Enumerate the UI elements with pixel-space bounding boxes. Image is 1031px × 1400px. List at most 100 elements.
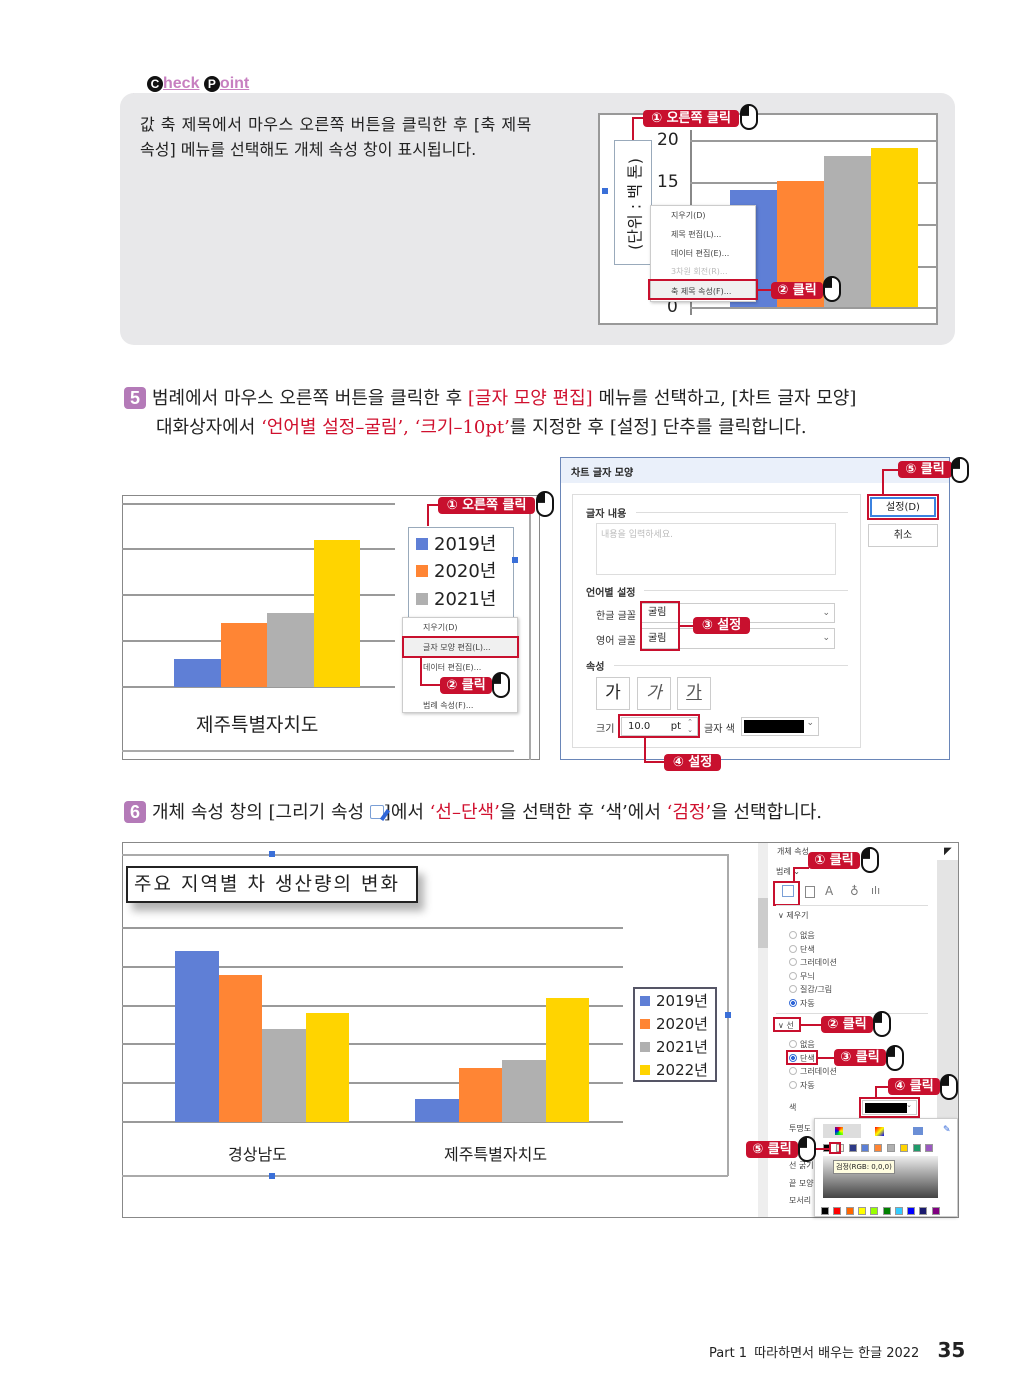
selection-handle[interactable] — [602, 188, 608, 194]
line-section[interactable]: ∨ 선 — [778, 1021, 794, 1030]
color-swatch[interactable] — [882, 1207, 891, 1215]
radio-button[interactable] — [789, 985, 797, 994]
radio-button[interactable] — [789, 1053, 797, 1062]
color-swatch[interactable] — [899, 1144, 908, 1152]
callout-right-click: ① 오른쪽 클릭 — [643, 110, 739, 127]
bar — [313, 539, 360, 687]
theme-colors-icon[interactable] — [835, 1127, 843, 1135]
eyedropper-icon[interactable]: ✎ — [943, 1125, 951, 1135]
color-swatch[interactable] — [833, 1207, 842, 1215]
line-color-select[interactable]: ⌄ — [862, 1100, 917, 1115]
color-swatch[interactable] — [925, 1144, 934, 1152]
mouse-icon — [798, 1136, 816, 1162]
color-swatch[interactable] — [821, 1207, 829, 1215]
font-color-label: 글자 색 — [704, 724, 735, 735]
hangul-font-label: 한글 글꼴 — [596, 611, 636, 622]
color-swatch[interactable] — [861, 1144, 870, 1152]
highlight-box — [867, 494, 939, 520]
effect-props-tab[interactable]: ♁ — [850, 884, 859, 898]
tick-label: 0 — [667, 297, 678, 317]
c-logo: C — [147, 76, 163, 92]
color-swatch[interactable] — [870, 1207, 879, 1215]
color-swatch[interactable] — [874, 1144, 883, 1152]
bold-button[interactable]: 가 — [596, 677, 630, 710]
mouse-icon — [873, 1011, 891, 1037]
category-label: 제주특별자치도 — [444, 1145, 548, 1164]
size-input[interactable]: 10.0 pt ⌃ ⌄ — [621, 717, 698, 736]
chart-props-tab[interactable]: ılı — [871, 884, 881, 897]
context-menu: 지우기(D) 제목 편집(L)... 데이터 편집(E)... 3차원 회전(R… — [650, 205, 756, 302]
radio-button[interactable] — [789, 1080, 797, 1089]
menu-item-delete[interactable]: 지우기(D) — [423, 623, 458, 632]
bar — [458, 1067, 503, 1122]
radio-button[interactable] — [789, 999, 797, 1007]
menu-item-edit-data[interactable]: 데이터 편집(E)... — [423, 663, 482, 672]
color-swatch[interactable] — [845, 1207, 854, 1215]
target-select[interactable]: 범례 ⌄ — [776, 867, 800, 876]
legend-item: 2020년 — [416, 557, 496, 583]
content-textarea[interactable]: 내용을 입력하세요. — [596, 523, 836, 575]
drawing-props-tab[interactable] — [779, 884, 797, 900]
italic-button[interactable]: 가 — [637, 677, 671, 710]
cancel-button[interactable]: 취소 — [868, 524, 938, 547]
callout-click: ② 클릭 — [440, 677, 492, 694]
color-swatch[interactable] — [907, 1207, 916, 1215]
color-swatch[interactable] — [919, 1207, 928, 1215]
chart-title-box[interactable]: 주요 지역별 차 생산량의 변화 — [126, 866, 418, 903]
radio-button[interactable] — [789, 1040, 797, 1048]
axis-title-box[interactable] — [614, 140, 652, 265]
text-props-tab[interactable]: A — [825, 884, 834, 898]
callout-click: ③ 클릭 — [834, 1049, 886, 1066]
panel-pin-icon[interactable]: ◤ — [944, 846, 952, 857]
custom-color-icon[interactable] — [913, 1127, 923, 1135]
radio-label: 무늬 — [800, 971, 815, 981]
spectrum-icon[interactable] — [875, 1127, 884, 1136]
menu-item-legend-props[interactable]: 범례 속성(F)... — [423, 701, 474, 710]
text: 를 지정한 후 [설정] 단추를 클릭합니다. — [509, 417, 807, 438]
black-swatch-highlight[interactable] — [829, 1142, 841, 1154]
legend-box[interactable] — [633, 987, 717, 1082]
color-swatch[interactable] — [848, 1144, 857, 1152]
font-color-select[interactable]: ⌄ — [741, 717, 819, 736]
menu-item-edit-title[interactable]: 제목 편집(L)... — [671, 230, 722, 239]
fill-section[interactable]: ∨ 제우기 — [778, 911, 809, 920]
color-swatch[interactable] — [931, 1207, 940, 1215]
selection-handle[interactable] — [269, 1173, 275, 1179]
color-swatch[interactable] — [894, 1207, 903, 1215]
menu-item-edit-data[interactable]: 데이터 편집(E)... — [671, 249, 730, 258]
menu-item-delete[interactable]: 지우기(D) — [671, 211, 706, 220]
radio-button[interactable] — [789, 1067, 797, 1076]
radio-button[interactable] — [789, 944, 797, 953]
menu-item-axis-title-props[interactable]: 축 제목 속성(F)... — [671, 287, 732, 296]
checkpoint-text-1: 값 축 제목에서 마우스 오른쪽 버튼을 클릭한 후 [축 제목 — [140, 115, 532, 134]
callout-set: ③ 설정 — [693, 617, 750, 634]
underline-button[interactable]: 가 — [677, 677, 711, 710]
chevron-down-icon: ⌄ — [806, 718, 814, 728]
mouse-icon — [823, 276, 841, 302]
selection-handle[interactable] — [269, 851, 275, 857]
panel-scrollbar[interactable] — [758, 843, 768, 1217]
color-swatch[interactable] — [887, 1144, 895, 1152]
highlight-box — [402, 636, 519, 658]
radio-button[interactable] — [789, 958, 797, 967]
color-swatch[interactable] — [912, 1144, 921, 1152]
selection-handle[interactable] — [725, 1012, 731, 1018]
callout-click: ④ 클릭 — [888, 1078, 940, 1095]
ok-button[interactable]: 설정(D) — [870, 497, 936, 517]
text: 범례에서 마우스 오른쪽 버튼을 클릭한 후 — [152, 388, 468, 409]
menu-item-edit-font[interactable]: 글자 모양 편집(L)... — [423, 643, 491, 652]
color-swatch[interactable] — [857, 1207, 866, 1215]
radio-label: 없음 — [800, 1040, 815, 1049]
tick-label: 15 — [657, 172, 679, 192]
mouse-icon — [940, 1074, 958, 1100]
category-label: 경상남도 — [228, 1145, 287, 1164]
chevron-down-icon: ⌄ — [822, 608, 830, 618]
bar — [220, 622, 267, 687]
box-props-tab[interactable] — [805, 886, 815, 898]
radio-button[interactable] — [789, 971, 797, 980]
category-label: 제주특별자치도 — [196, 714, 319, 736]
radio-label: 그러데이션 — [800, 1067, 837, 1077]
selection-handle[interactable] — [512, 557, 518, 563]
callout-click: ② 클릭 — [771, 282, 823, 299]
radio-button[interactable] — [789, 931, 797, 939]
